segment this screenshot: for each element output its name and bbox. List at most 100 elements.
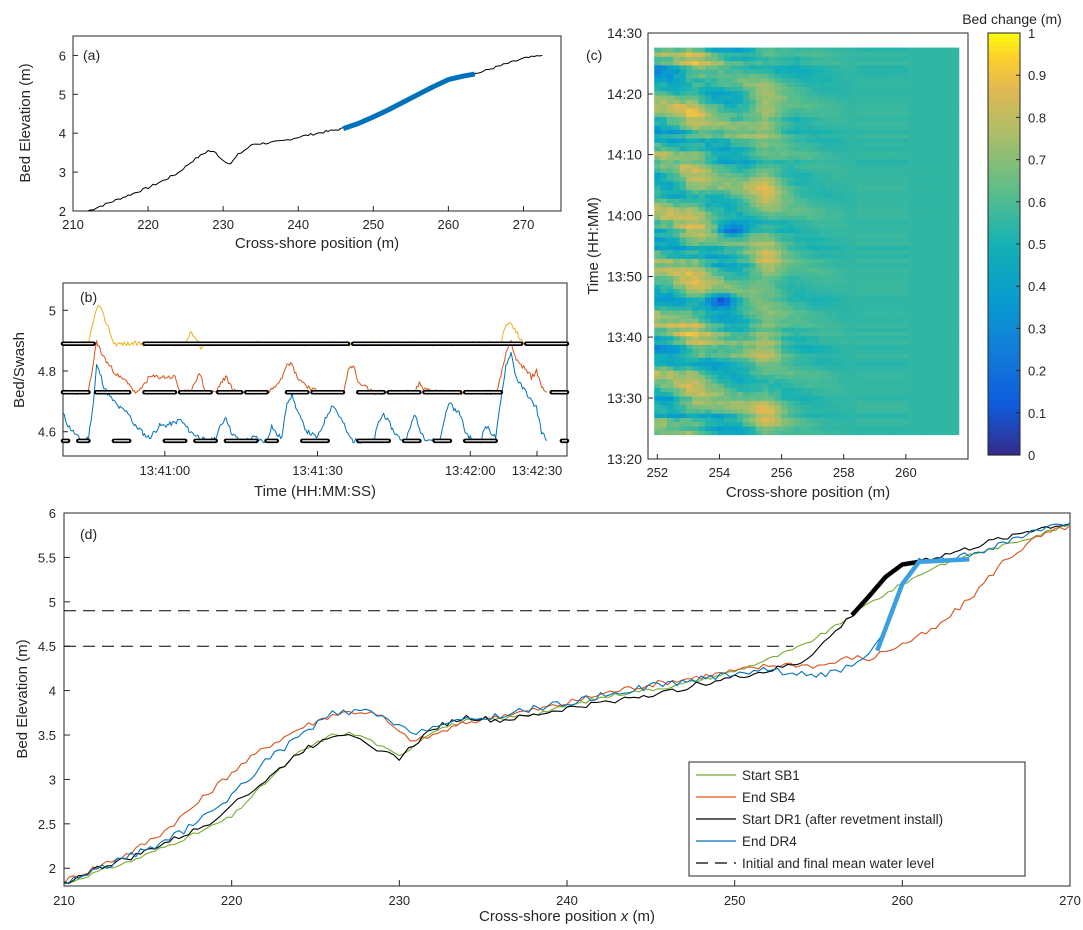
heatmap-cell xyxy=(914,90,922,96)
heatmap-cell xyxy=(819,51,827,57)
heatmap-cell xyxy=(654,391,662,397)
heatmap-cell xyxy=(926,99,934,105)
heatmap-cell xyxy=(736,167,744,173)
heatmap-cell xyxy=(831,279,839,285)
heatmap-cell xyxy=(857,352,865,358)
heatmap-cell xyxy=(901,223,909,229)
heatmap-cell xyxy=(755,279,763,285)
heatmap-cell xyxy=(882,236,890,242)
heatmap-cell xyxy=(901,206,909,212)
heatmap-cell xyxy=(660,370,668,375)
heatmap-cell xyxy=(914,339,922,345)
heatmap-cell xyxy=(736,150,744,156)
heatmap-cell xyxy=(895,86,903,92)
heatmap-cell xyxy=(945,339,953,345)
heatmap-cell xyxy=(698,305,706,311)
heatmap-cell xyxy=(952,86,960,92)
heatmap-cell xyxy=(850,180,858,186)
heatmap-cell xyxy=(723,335,731,341)
heatmap-cell xyxy=(717,292,725,298)
heatmap-cell xyxy=(704,137,712,143)
heatmap-cell xyxy=(901,404,909,410)
heatmap-cell xyxy=(787,318,795,324)
heatmap-cell xyxy=(863,425,871,431)
heatmap-cell xyxy=(736,382,744,388)
heatmap-cell xyxy=(800,133,808,139)
heatmap-cell xyxy=(806,335,814,341)
heatmap-cell xyxy=(781,150,789,156)
panel-b: 13:41:00 13:41:30 13:42:00 13:42:304.64.85 … xyxy=(11,282,570,500)
heatmap-cell xyxy=(914,279,922,285)
heatmap-cell xyxy=(781,137,789,143)
heatmap-cell xyxy=(863,296,871,302)
heatmap-cell xyxy=(800,361,808,367)
heatmap-cell xyxy=(768,275,776,281)
heatmap-cell xyxy=(926,150,934,156)
heatmap-cell xyxy=(857,236,865,242)
heatmap-cell xyxy=(850,150,858,156)
heatmap-cell xyxy=(888,292,896,298)
heatmap-cell xyxy=(755,129,763,135)
heatmap-cell xyxy=(869,146,877,152)
heatmap-cell xyxy=(819,249,827,255)
heatmap-cell xyxy=(749,99,757,105)
heatmap-cell xyxy=(774,322,782,328)
heatmap-cell xyxy=(933,124,941,130)
heatmap-cell xyxy=(901,331,909,337)
heatmap-cell xyxy=(869,271,877,277)
heatmap-cell xyxy=(850,94,858,100)
heatmap-cell xyxy=(812,335,820,341)
heatmap-cell xyxy=(831,56,839,62)
heatmap-cell xyxy=(666,348,674,354)
heatmap-cell xyxy=(933,395,941,401)
heatmap-cell xyxy=(781,430,789,436)
heatmap-cell xyxy=(692,344,700,350)
colorbar-segment xyxy=(988,446,1020,452)
heatmap-cell xyxy=(774,206,782,212)
heatmap-cell xyxy=(679,262,687,268)
heatmap-cell xyxy=(666,236,674,242)
heatmap-cell xyxy=(755,374,763,380)
heatmap-cell xyxy=(685,219,693,225)
heatmap-cell xyxy=(673,64,681,70)
heatmap-cell xyxy=(857,167,865,173)
heatmap-cell xyxy=(755,258,763,264)
colorbar-segment xyxy=(988,383,1020,389)
heatmap-cell xyxy=(749,219,757,225)
heatmap-cell xyxy=(749,395,757,401)
heatmap-cell xyxy=(939,150,947,156)
heatmap-cell xyxy=(679,137,687,143)
heatmap-cell xyxy=(888,417,896,423)
heatmap-cell xyxy=(920,387,928,393)
heatmap-cell xyxy=(774,103,782,109)
heatmap-cell xyxy=(914,395,922,401)
heatmap-cell xyxy=(819,180,827,186)
heatmap-cell xyxy=(762,172,769,178)
heatmap-cell xyxy=(869,210,877,216)
heatmap-cell xyxy=(831,266,839,272)
heatmap-cell xyxy=(774,202,782,208)
heatmap-cell xyxy=(774,253,782,259)
heatmap-cell xyxy=(749,142,757,148)
heatmap-cell xyxy=(812,69,820,74)
heatmap-cell xyxy=(857,314,865,320)
heatmap-cell xyxy=(755,60,763,66)
heatmap-cell xyxy=(952,219,960,225)
heatmap-cell xyxy=(692,262,700,268)
heatmap-cell xyxy=(945,249,953,255)
heatmap-cell xyxy=(730,374,738,380)
heatmap-cell xyxy=(787,103,795,109)
heatmap-cell xyxy=(800,112,808,117)
colorbar-segment xyxy=(988,298,1020,304)
heatmap-cell xyxy=(831,107,839,113)
heatmap-cell xyxy=(730,296,738,302)
heatmap-cell xyxy=(679,335,687,341)
heatmap-cell xyxy=(933,77,941,83)
heatmap-cell xyxy=(831,69,839,74)
heatmap-cell xyxy=(939,318,947,324)
heatmap-cell xyxy=(685,284,693,289)
heatmap-cell xyxy=(717,404,725,410)
heatmap-cell xyxy=(850,249,858,255)
heatmap-cell xyxy=(743,159,750,165)
heatmap-cell xyxy=(711,210,719,216)
